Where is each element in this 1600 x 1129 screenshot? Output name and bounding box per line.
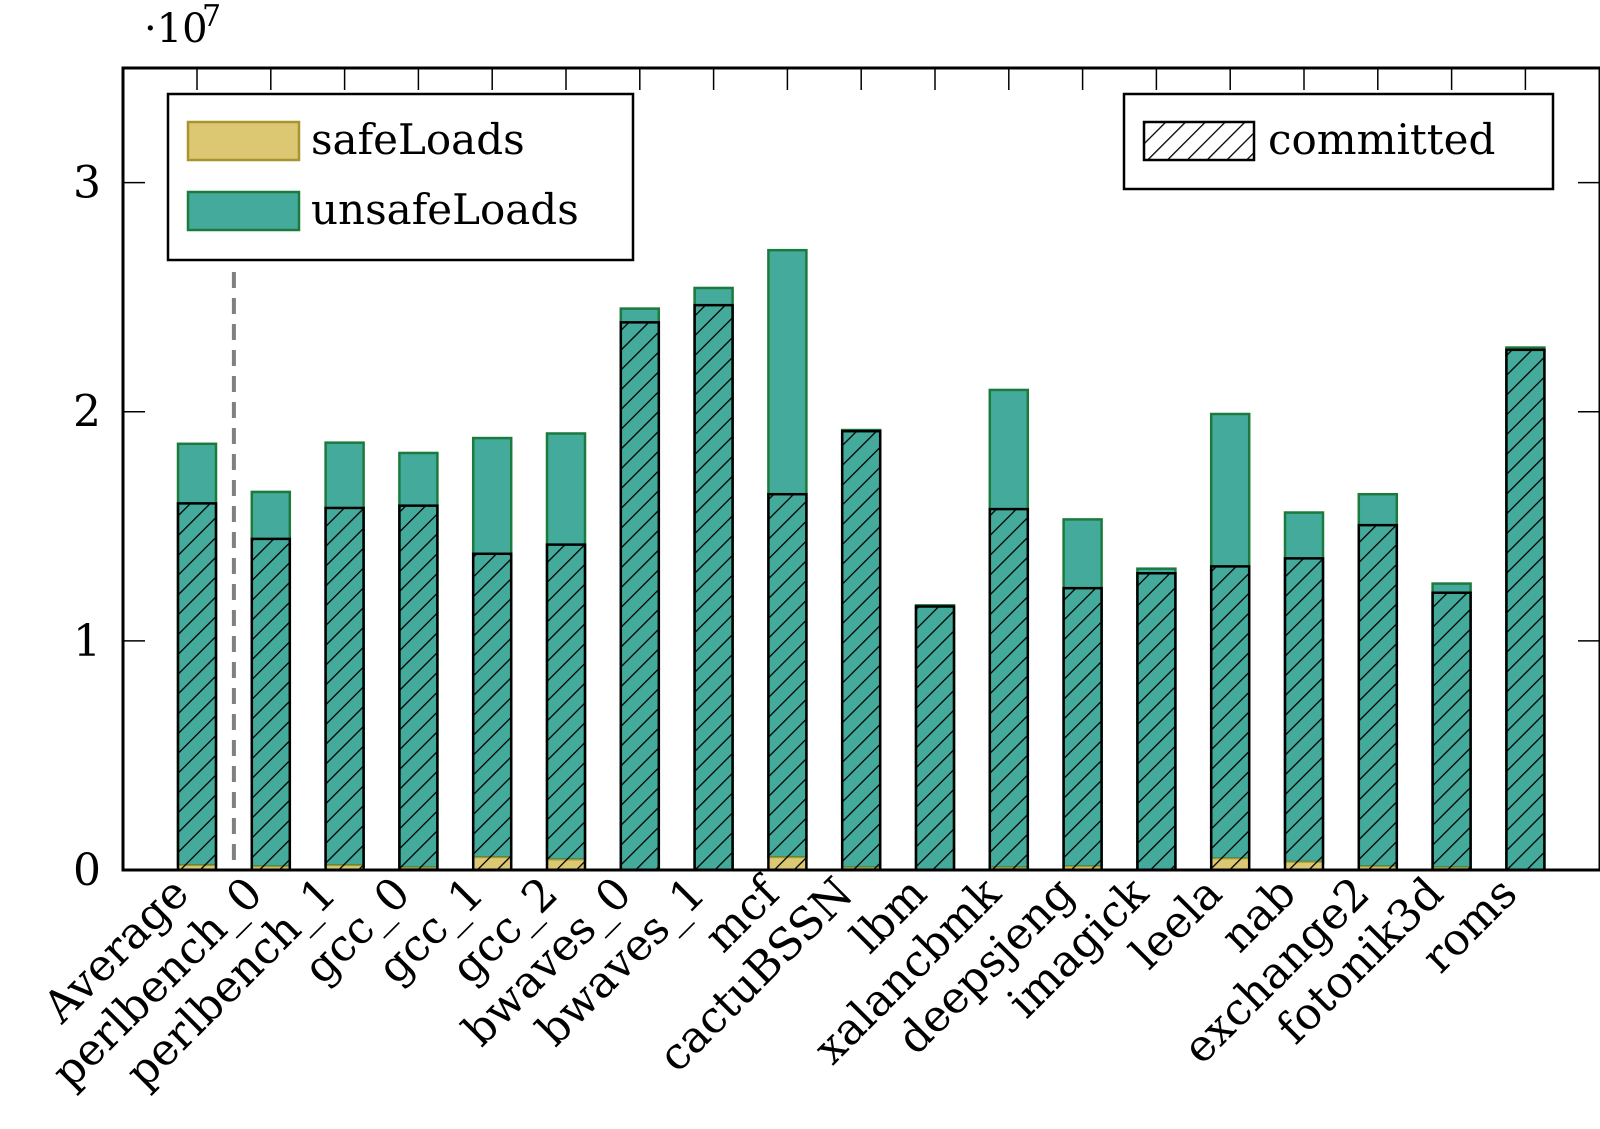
legend-swatch-unsafeloads xyxy=(186,190,301,232)
scale-label: ·10 xyxy=(144,6,208,52)
legend-label-safeloads: safeLoads xyxy=(311,115,525,164)
bar-committed xyxy=(767,492,808,872)
scale-exponent: 7 xyxy=(202,0,221,34)
bar-committed xyxy=(1136,572,1177,872)
y-tick-label: 3 xyxy=(73,158,101,209)
bars xyxy=(176,248,1546,872)
bar-committed xyxy=(471,552,513,872)
bar-committed xyxy=(1283,557,1325,872)
bar-committed xyxy=(1431,591,1472,872)
legend-label-committed: committed xyxy=(1268,115,1495,164)
bar-committed xyxy=(619,321,661,872)
bar-committed xyxy=(1505,348,1546,872)
legend-label-unsafeloads: unsafeLoads xyxy=(311,185,579,234)
bar-committed xyxy=(1357,523,1399,872)
y-tick-label: 0 xyxy=(73,845,101,896)
bar-committed xyxy=(1062,586,1103,872)
bar-committed xyxy=(840,429,882,872)
bar-committed xyxy=(545,543,587,872)
legend-series: safeLoads unsafeLoads xyxy=(166,92,635,262)
legend-swatch-safeloads xyxy=(186,120,301,162)
y-tick-label: 2 xyxy=(73,387,101,438)
bar-committed xyxy=(250,537,292,872)
bar-committed xyxy=(1209,565,1251,872)
bar-committed xyxy=(693,303,734,872)
bar-committed xyxy=(176,502,218,872)
y-tick-labels: 0 1 2 3 xyxy=(73,158,101,896)
legend-swatch-committed xyxy=(1142,120,1256,162)
plot-frame xyxy=(121,66,1600,872)
y-tick-label: 1 xyxy=(73,616,101,667)
x-tick-labels: Averageperlbench_0perlbench_1gcc_0gcc_1g… xyxy=(33,866,1527,1098)
bar-committed xyxy=(398,504,439,872)
bar-committed xyxy=(914,605,956,872)
y-scale-exponent-label: ·10 7 xyxy=(144,0,221,52)
bar-committed xyxy=(988,507,1030,872)
axis-ticks xyxy=(123,68,1600,871)
bar-committed xyxy=(324,506,365,872)
legend-overlay: committed xyxy=(1122,92,1555,191)
